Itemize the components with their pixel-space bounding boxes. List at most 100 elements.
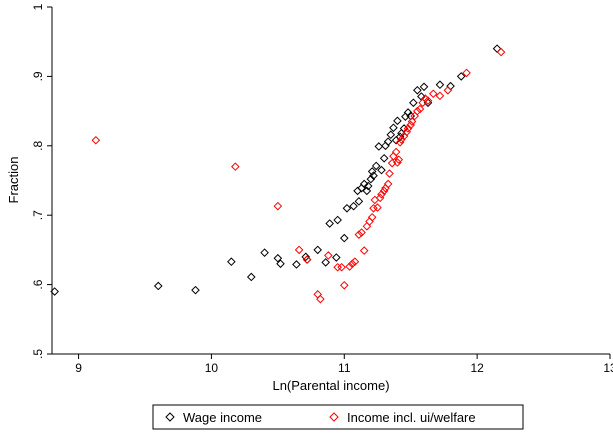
y-tick-label: .5 — [31, 349, 45, 359]
data-point — [354, 197, 364, 206]
data-point — [313, 290, 323, 299]
data-point — [369, 171, 378, 180]
data-point — [399, 124, 409, 133]
data-point — [428, 89, 438, 99]
data-point — [383, 137, 393, 146]
data-point — [362, 186, 372, 196]
data-point — [294, 245, 304, 255]
data-point — [342, 203, 352, 213]
data-point — [302, 255, 312, 264]
data-point — [349, 201, 358, 211]
data-point — [394, 155, 404, 164]
data-point — [91, 135, 101, 145]
data-point — [406, 111, 416, 121]
data-point — [389, 123, 398, 133]
data-point — [389, 151, 398, 161]
data-point — [379, 153, 389, 163]
data-point — [410, 111, 420, 121]
data-point — [401, 112, 410, 121]
x-tick-label: 11 — [338, 361, 351, 375]
data-point — [273, 253, 283, 263]
legend-label-wage-income: Wage income — [183, 410, 262, 425]
data-point — [399, 131, 409, 141]
plot-area — [51, 6, 611, 355]
data-point — [443, 85, 453, 95]
data-point — [373, 203, 382, 212]
data-point — [50, 287, 59, 296]
data-point — [333, 262, 342, 272]
data-point — [313, 245, 323, 255]
legend-marker-income-incl-ui-welfare — [329, 412, 339, 422]
data-point — [369, 203, 378, 213]
data-point — [435, 91, 445, 101]
data-point — [246, 272, 256, 282]
data-point — [273, 201, 283, 211]
series-income-incl-ui-welfare — [91, 47, 506, 304]
y-tick-label: .9 — [31, 71, 45, 81]
y-tick-label: 1 — [31, 3, 45, 10]
y-axis-title: Fraction — [6, 157, 21, 204]
data-point — [496, 47, 506, 57]
data-point — [191, 285, 200, 295]
data-point — [324, 251, 333, 260]
data-point — [386, 130, 396, 140]
data-point — [385, 169, 394, 178]
x-tick-label: 13 — [603, 361, 613, 375]
legend-marker-wage-income — [165, 412, 175, 422]
data-point — [362, 221, 372, 231]
y-tick-label: .8 — [31, 140, 45, 150]
data-point — [363, 181, 373, 191]
y-tick-label: .6 — [31, 279, 45, 289]
data-point — [357, 228, 366, 237]
data-point — [377, 190, 386, 199]
legend: Wage income Income incl. ui/welfare — [152, 404, 524, 430]
data-point — [231, 162, 240, 171]
data-point — [357, 183, 366, 193]
y-tick-label: .7 — [31, 210, 45, 220]
data-point — [397, 135, 406, 144]
data-point — [153, 281, 163, 291]
data-point — [387, 158, 397, 168]
x-tick-label: 10 — [205, 361, 219, 375]
data-point — [462, 68, 471, 78]
data-point — [325, 219, 334, 228]
data-point — [367, 212, 377, 222]
data-point — [359, 179, 369, 189]
data-point — [359, 246, 369, 255]
data-point — [415, 104, 425, 114]
x-tick-label: 9 — [75, 361, 82, 375]
data-point — [321, 258, 330, 267]
data-point — [393, 116, 402, 126]
data-point — [381, 183, 390, 193]
data-point — [337, 262, 346, 272]
data-point — [391, 147, 401, 157]
data-point — [227, 257, 236, 267]
data-point — [383, 179, 393, 189]
data-point — [350, 257, 360, 267]
data-point — [365, 217, 374, 226]
data-points — [50, 44, 506, 304]
data-point — [333, 215, 342, 225]
legend-label-income-incl-ui-welfare: Income incl. ui/welfare — [347, 410, 476, 425]
y-axis: .5 .6 .7 .8 .9 1 — [31, 3, 53, 359]
data-point — [409, 98, 418, 108]
data-point — [435, 80, 445, 90]
data-point — [366, 174, 376, 184]
data-point — [413, 85, 422, 95]
data-point — [377, 165, 386, 175]
data-point — [339, 280, 349, 290]
data-point — [292, 260, 301, 269]
data-point — [423, 96, 433, 105]
x-tick-label: 12 — [470, 361, 484, 375]
data-point — [403, 124, 413, 133]
data-point — [339, 233, 349, 243]
data-point — [419, 82, 429, 92]
data-point — [381, 141, 390, 151]
data-point — [403, 108, 413, 117]
data-point — [332, 253, 341, 262]
data-point — [371, 161, 381, 171]
data-point — [276, 259, 285, 269]
x-axis: 9 10 11 12 13 — [52, 353, 613, 375]
data-point — [316, 294, 325, 304]
